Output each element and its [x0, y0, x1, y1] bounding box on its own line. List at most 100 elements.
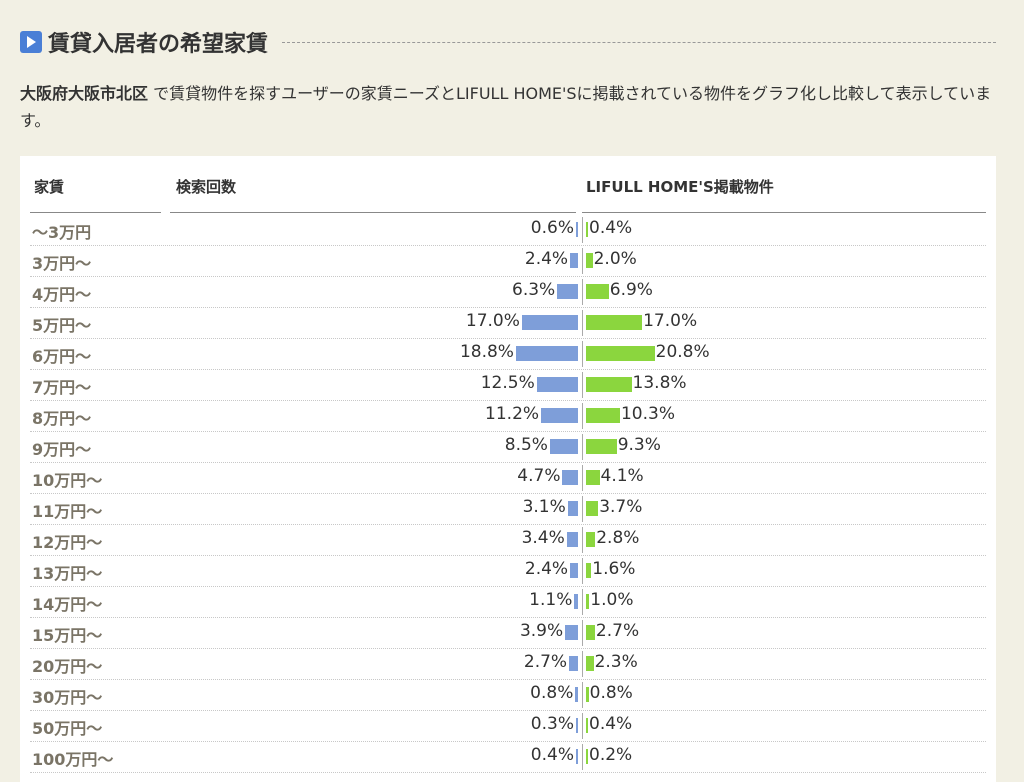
rent-range-label: ～3万円	[32, 223, 92, 242]
search-value-label: 11.2%	[485, 404, 540, 424]
search-value-label: 0.6%	[530, 218, 574, 238]
search-value-label: 0.4%	[530, 745, 574, 765]
chart-row: 100万円～ 0.4% 0.2%	[30, 741, 986, 773]
listing-value-label: 6.9%	[609, 280, 653, 300]
rent-range-label: 30万円～	[32, 688, 103, 707]
search-value-label: 0.3%	[530, 714, 574, 734]
column-separator	[582, 527, 583, 553]
listing-bar	[586, 501, 599, 516]
search-bar	[515, 346, 578, 361]
chart-row: 20万円～ 2.7% 2.3%	[30, 648, 986, 680]
search-bar	[557, 284, 578, 299]
listing-bar	[586, 315, 643, 330]
column-separator	[582, 651, 583, 677]
column-separator	[582, 620, 583, 646]
chart-row: 13万円～ 2.4% 1.6%	[30, 555, 986, 587]
search-bar	[536, 377, 578, 392]
rent-chart: 家賃 検索回数 LIFULL HOME'S掲載物件 ～3万円 0.6% 0.4% 3万…	[20, 156, 996, 782]
search-bar	[566, 532, 578, 547]
listing-value-label: 0.2%	[589, 745, 633, 765]
area-name: 大阪府大阪市北区	[20, 84, 149, 103]
rent-range-label: 3万円～	[32, 254, 92, 273]
search-value-label: 8.5%	[504, 435, 548, 455]
column-separator	[582, 589, 583, 615]
listing-value-label: 2.0%	[593, 249, 637, 269]
listing-value-label: 2.3%	[594, 652, 638, 672]
header-underline-rent	[30, 212, 161, 213]
search-bar	[569, 656, 578, 671]
search-bar	[576, 718, 578, 733]
search-bar	[576, 222, 578, 237]
column-header-rent: 家賃	[34, 178, 65, 196]
search-value-label: 2.4%	[524, 249, 569, 269]
listing-bar	[586, 222, 588, 237]
page-title: 賃貸入居者の希望家賃	[48, 32, 269, 57]
rent-range-label: 12万円～	[32, 533, 103, 552]
search-value-label: 17.0%	[465, 311, 520, 331]
chart-row: 11万円～ 3.1% 3.7%	[30, 493, 986, 525]
column-separator	[582, 248, 583, 274]
chart-row: 5万円～ 17.0% 17.0%	[30, 307, 986, 339]
listing-value-label: 2.7%	[595, 621, 640, 641]
column-separator	[582, 465, 583, 491]
search-value-label: 2.7%	[523, 652, 568, 672]
listing-value-label: 20.8%	[655, 342, 710, 362]
column-separator	[582, 403, 583, 429]
chart-row: 9万円～ 8.5% 9.3%	[30, 431, 986, 463]
search-bar	[576, 749, 578, 764]
description-text: で賃貸物件を探すユーザーの家賃ニーズとLIFULL HOME'Sに掲載されている…	[20, 84, 992, 130]
column-header-listing: LIFULL HOME'S掲載物件	[586, 178, 774, 196]
search-value-label: 18.8%	[459, 342, 514, 362]
search-value-label: 3.4%	[521, 528, 565, 548]
chart-row: 8万円～ 11.2% 10.3%	[30, 400, 986, 432]
chart-row: 15万円～ 3.9% 2.7%	[30, 617, 986, 649]
listing-value-label: 17.0%	[643, 311, 698, 331]
listing-value-label: 2.8%	[596, 528, 640, 548]
section-title: 賃貸入居者の希望家賃	[20, 26, 996, 58]
column-header-search: 検索回数	[176, 178, 237, 196]
chart-row: 14万円～ 1.1% 1.0%	[30, 586, 986, 618]
listing-bar	[586, 749, 588, 764]
search-bar	[562, 470, 578, 485]
search-bar	[570, 253, 578, 268]
search-value-label: 3.1%	[522, 497, 566, 517]
search-value-label: 3.9%	[519, 621, 564, 641]
description: 大阪府大阪市北区 で賃貸物件を探すユーザーの家賃ニーズとLIFULL HOME'…	[20, 80, 1010, 134]
listing-bar	[586, 284, 609, 299]
listing-bar	[586, 625, 595, 640]
search-bar	[549, 439, 578, 454]
rent-range-label: 4万円～	[32, 285, 92, 304]
chart-row: 6万円～ 18.8% 20.8%	[30, 338, 986, 370]
chart-row: 12万円～ 3.4% 2.8%	[30, 524, 986, 556]
search-bar	[521, 315, 578, 330]
listing-value-label: 0.4%	[589, 218, 633, 238]
listing-bar	[586, 656, 594, 671]
column-separator	[582, 713, 583, 739]
rent-range-label: 7万円～	[32, 378, 92, 397]
listing-bar	[586, 253, 593, 268]
search-bar	[574, 594, 578, 609]
rent-range-label: 5万円～	[32, 316, 92, 335]
rent-range-label: 6万円～	[32, 347, 92, 366]
chart-row: 4万円～ 6.3% 6.9%	[30, 276, 986, 308]
listing-bar	[586, 718, 588, 733]
column-separator	[582, 496, 583, 522]
rent-range-label: 20万円～	[32, 657, 103, 676]
play-icon	[20, 31, 42, 53]
listing-bar	[586, 532, 596, 547]
chart-row: ～3万円 0.6% 0.4%	[30, 214, 986, 246]
search-value-label: 1.1%	[529, 590, 573, 610]
column-separator	[582, 744, 583, 770]
search-value-label: 4.7%	[517, 466, 561, 486]
listing-bar	[586, 439, 617, 454]
chart-row: 10万円～ 4.7% 4.1%	[30, 462, 986, 494]
column-separator	[582, 341, 583, 367]
listing-value-label: 13.8%	[632, 373, 687, 393]
chart-row: 50万円～ 0.3% 0.4%	[30, 710, 986, 742]
column-separator	[582, 682, 583, 708]
search-value-label: 2.4%	[524, 559, 569, 579]
listing-bar	[586, 346, 655, 361]
column-separator	[582, 310, 583, 336]
listing-value-label: 4.1%	[600, 466, 644, 486]
rent-range-label: 100万円～	[32, 750, 114, 769]
